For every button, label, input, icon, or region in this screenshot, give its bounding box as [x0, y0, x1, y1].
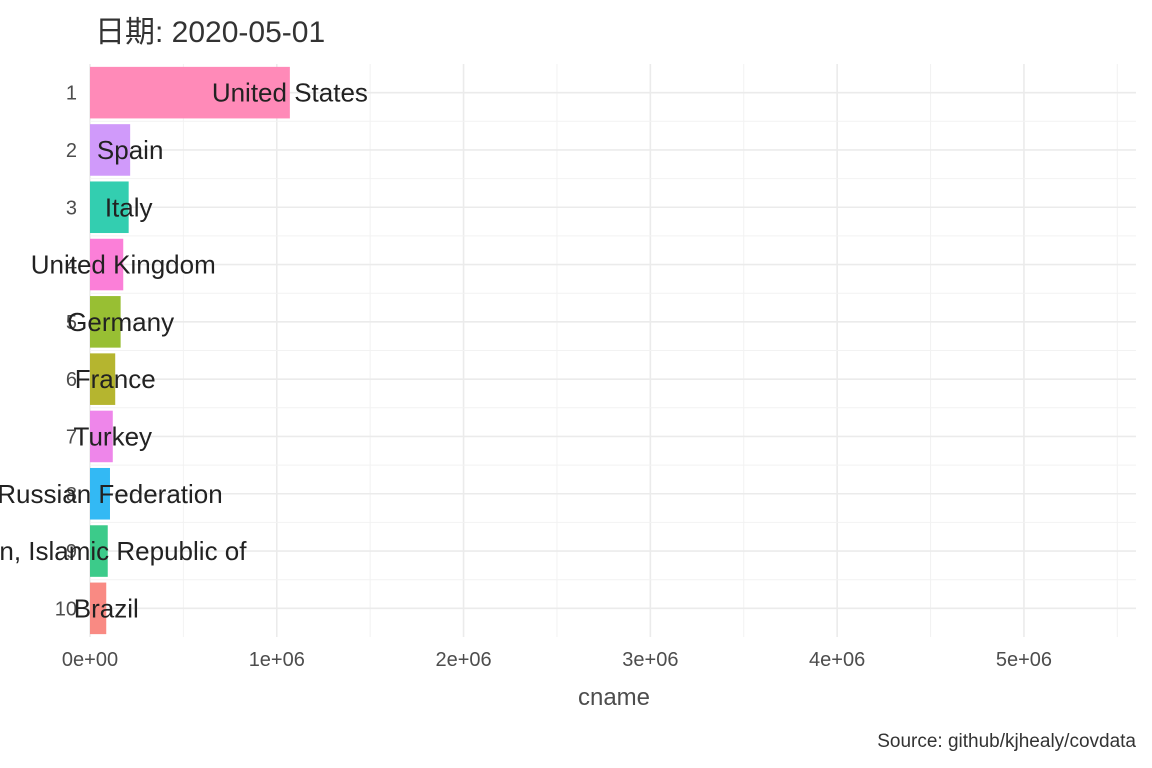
- rank-label: 10: [55, 598, 77, 620]
- bar: [90, 238, 124, 291]
- bars: [90, 66, 290, 635]
- x-axis-title: cname: [578, 684, 650, 711]
- bar: [90, 181, 129, 234]
- x-tick-label: 3e+06: [622, 649, 678, 671]
- bar: [90, 467, 110, 520]
- bar-label: France: [75, 364, 156, 394]
- rank-label: 5: [66, 312, 77, 334]
- rank-label: 1: [66, 83, 77, 105]
- rank-labels: 1 2 3 4 5 6 7 8 9 10: [55, 83, 77, 621]
- bar: [90, 353, 116, 405]
- rank-label: 3: [66, 197, 77, 219]
- bar: [90, 124, 131, 176]
- bar-label: Brazil: [74, 593, 139, 623]
- bar-labels: United States Spain Italy United Kingdom Ger…: [0, 78, 368, 624]
- rank-label: 9: [66, 541, 77, 563]
- grid-lines: [89, 64, 1136, 637]
- rank-label: 6: [66, 369, 77, 391]
- bar-label: United States: [212, 78, 368, 108]
- bar-label: Italy: [105, 192, 153, 222]
- bar-label: United Kingdom: [31, 250, 216, 280]
- caption: Source: github/kjhealy/covdata: [877, 731, 1136, 752]
- x-tick-label: 2e+06: [435, 649, 491, 671]
- x-tick-label: 1e+06: [249, 649, 305, 671]
- bar-label: Germany: [67, 307, 174, 337]
- rank-label: 8: [66, 484, 77, 506]
- x-tick-label: 0e+00: [62, 649, 118, 671]
- rank-label: 4: [66, 255, 77, 277]
- x-tick-label: 5e+06: [996, 649, 1052, 671]
- bar: [90, 582, 107, 635]
- rank-label: 7: [66, 426, 77, 448]
- bar: [90, 410, 113, 463]
- x-tick-label: 4e+06: [809, 649, 865, 671]
- bar-label: Turkey: [74, 421, 153, 451]
- bar-label: Spain: [97, 135, 164, 165]
- bar: [90, 296, 121, 348]
- x-tick-labels: 0e+00 1e+06 2e+06 3e+06 4e+06 5e+06: [62, 649, 1052, 671]
- rank-label: 2: [66, 140, 77, 162]
- chart-title: 日期: 2020-05-01: [95, 16, 325, 49]
- bar-label: Russian Federation: [0, 479, 223, 509]
- bar: [90, 525, 108, 577]
- bar-label: Iran, Islamic Republic of: [0, 536, 247, 566]
- bar: [90, 66, 290, 119]
